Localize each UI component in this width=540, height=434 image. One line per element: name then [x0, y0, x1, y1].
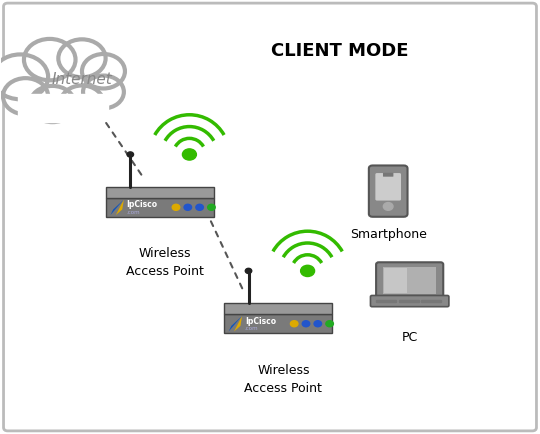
Bar	[17, 94, 108, 122]
Circle shape	[291, 321, 298, 327]
Circle shape	[127, 152, 133, 157]
FancyBboxPatch shape	[370, 296, 449, 307]
FancyBboxPatch shape	[375, 173, 401, 201]
Text: .com: .com	[245, 326, 258, 331]
Circle shape	[172, 204, 180, 210]
Circle shape	[326, 321, 333, 327]
Circle shape	[302, 321, 310, 327]
Circle shape	[83, 76, 124, 108]
Text: Wireless
Access Point: Wireless Access Point	[245, 364, 322, 395]
Polygon shape	[234, 316, 242, 332]
Bar	[376, 300, 396, 302]
Circle shape	[82, 54, 125, 89]
Circle shape	[0, 54, 48, 99]
FancyBboxPatch shape	[106, 187, 214, 197]
Circle shape	[383, 203, 393, 210]
FancyBboxPatch shape	[224, 303, 332, 314]
Text: .com: .com	[126, 210, 140, 215]
FancyBboxPatch shape	[376, 262, 443, 299]
FancyBboxPatch shape	[383, 267, 436, 294]
Circle shape	[24, 39, 76, 80]
Circle shape	[208, 204, 215, 210]
Circle shape	[314, 321, 322, 327]
Text: Wireless
Access Point: Wireless Access Point	[126, 247, 204, 278]
FancyBboxPatch shape	[384, 268, 407, 293]
Circle shape	[245, 268, 252, 273]
Circle shape	[184, 204, 192, 210]
Circle shape	[30, 86, 75, 122]
FancyBboxPatch shape	[224, 314, 332, 333]
FancyBboxPatch shape	[4, 3, 536, 431]
Polygon shape	[116, 200, 124, 215]
Bar	[421, 300, 441, 302]
Polygon shape	[111, 200, 124, 215]
Circle shape	[60, 85, 104, 120]
Text: PC: PC	[402, 331, 418, 344]
Circle shape	[301, 265, 315, 276]
Circle shape	[3, 78, 48, 115]
FancyBboxPatch shape	[369, 165, 408, 217]
FancyBboxPatch shape	[106, 197, 214, 217]
Circle shape	[183, 149, 197, 160]
Bar	[399, 300, 418, 302]
FancyBboxPatch shape	[383, 173, 394, 177]
Text: IpCisco: IpCisco	[245, 317, 276, 326]
Polygon shape	[228, 316, 242, 332]
Circle shape	[58, 39, 106, 77]
Text: CLIENT MODE: CLIENT MODE	[271, 42, 409, 60]
Text: Internet: Internet	[52, 72, 112, 86]
Text: Smartphone: Smartphone	[350, 228, 427, 241]
Text: IpCisco: IpCisco	[126, 201, 158, 210]
Circle shape	[196, 204, 204, 210]
